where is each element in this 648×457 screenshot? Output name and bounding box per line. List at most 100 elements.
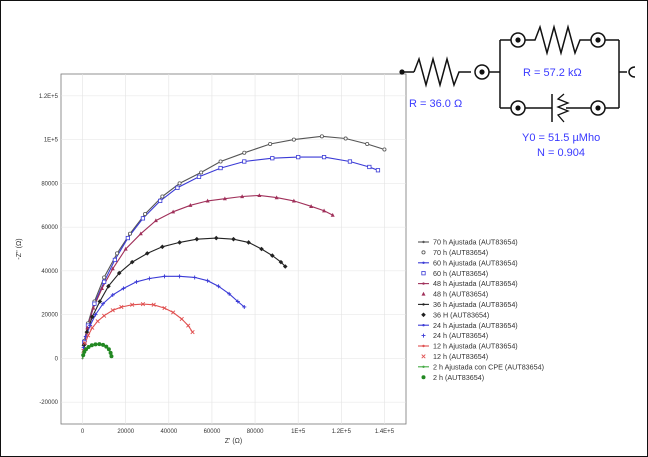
legend: 70 h Ajustada (AUT83654)70 h (AUT83654)6… — [418, 238, 544, 382]
equivalent-circuit: R = 36.0 Ω R = 57.2 kΩ Y0 = 51.5 µMho N … — [399, 24, 636, 159]
data-point — [143, 211, 148, 216]
data-point — [106, 283, 111, 289]
data-point — [147, 276, 152, 281]
data-point — [110, 266, 115, 271]
x-tick-label: 1E+5 — [291, 429, 306, 435]
circuit-node-dot — [515, 105, 521, 111]
legend-entry: 12 h (AUT83654) — [421, 352, 488, 361]
data-point — [134, 279, 139, 284]
data-point — [365, 141, 370, 146]
legend-entry: 24 h (AUT83654) — [421, 331, 488, 340]
data-point — [196, 174, 202, 179]
data-point — [218, 165, 223, 171]
y-axis-label: -Z'' (Ω) — [16, 238, 23, 259]
data-point — [125, 235, 130, 241]
data-point — [84, 329, 90, 335]
cpe-n-label: N = 0.904 — [537, 147, 585, 159]
data-point — [102, 275, 107, 280]
data-point — [205, 198, 210, 203]
legend-marker-swatch — [422, 324, 425, 327]
legend-entry: 12 h Ajustada (AUT83654) — [418, 342, 518, 351]
x-axis-label: Z' (Ω) — [225, 438, 242, 445]
data-point — [242, 304, 247, 309]
data-point — [188, 203, 193, 207]
data-point — [375, 168, 381, 173]
circuit-node-dot — [515, 37, 521, 43]
data-point — [112, 257, 118, 263]
data-point — [186, 323, 191, 328]
data-point — [421, 250, 426, 255]
legend-entry: 36 H (AUT83654) — [421, 310, 489, 319]
x-tick-label: 20000 — [117, 429, 134, 435]
data-point — [160, 194, 165, 199]
data-point — [367, 164, 372, 170]
legend-entry: 48 h Ajustada (AUT83654) — [418, 279, 518, 288]
legend-label: 36 H (AUT83654) — [433, 310, 489, 319]
data-point — [319, 134, 324, 139]
data-point — [81, 353, 86, 358]
data-point — [81, 342, 87, 348]
data-point — [222, 196, 227, 201]
data-point — [86, 333, 91, 338]
data-point — [192, 275, 197, 280]
data-point — [97, 299, 103, 304]
data-point — [382, 147, 387, 152]
data-point — [128, 231, 133, 236]
data-point — [246, 240, 251, 245]
data-point — [270, 156, 275, 161]
data-point — [421, 354, 426, 359]
data-point — [101, 342, 106, 347]
data-point — [175, 185, 180, 190]
series-resistance-label: R = 36.0 Ω — [409, 98, 462, 110]
legend-marker-swatch — [422, 282, 425, 285]
y-tick-label: -20000 — [39, 400, 58, 406]
data-point — [83, 340, 88, 346]
cpe-element-icon — [556, 93, 570, 123]
legend-entry: 2 h Ajustada con CPE (AUT83654) — [418, 362, 544, 371]
y-tick-label: 20000 — [41, 313, 58, 319]
data-point — [421, 271, 426, 276]
legend-label: 70 h Ajustada (AUT83654) — [433, 238, 518, 247]
x-tick-label: 40000 — [160, 429, 177, 435]
data-point — [259, 246, 264, 252]
legend-entry: 60 h Ajustada (AUT83654) — [418, 258, 518, 267]
data-point — [177, 181, 182, 186]
data-point — [115, 251, 120, 256]
data-point — [95, 319, 100, 324]
legend-marker-swatch — [422, 365, 425, 368]
data-point — [99, 286, 104, 290]
data-point — [257, 193, 262, 198]
plot-frame — [60, 73, 407, 425]
data-point — [205, 278, 210, 283]
data-point — [177, 274, 182, 279]
data-point — [90, 325, 95, 330]
data-point — [102, 279, 107, 284]
data-point — [242, 159, 247, 164]
fit-point — [81, 357, 84, 360]
circuit-node-dot — [595, 37, 601, 43]
data-point — [129, 259, 135, 265]
y-tick-label: 60000 — [41, 225, 58, 231]
data-point — [138, 231, 143, 236]
legend-entry: 60 h (AUT83654) — [421, 269, 488, 278]
y-tick-label: 80000 — [41, 181, 58, 187]
circuit-output-terminal — [628, 66, 636, 78]
data-point — [278, 259, 284, 265]
data-point — [144, 251, 150, 256]
y-tick-label: 1.2E+5 — [39, 94, 59, 100]
data-point — [110, 292, 115, 297]
data-point — [121, 286, 126, 291]
legend-label: 48 h Ajustada (AUT83654) — [433, 279, 518, 288]
data-point — [321, 155, 327, 160]
parallel-resistance-label: R = 57.2 kΩ — [523, 67, 582, 79]
data-point — [421, 375, 426, 380]
legend-label: 70 h (AUT83654) — [433, 248, 488, 257]
data-point — [93, 312, 98, 317]
data-point — [130, 302, 135, 307]
nyquist-plot: 0 20000 40000 60000 80000 1E+5 1.2E+5 1.4E+5 -20… — [16, 73, 407, 445]
data-point — [88, 323, 93, 328]
series-resistor-icon — [413, 56, 471, 88]
data-point — [86, 345, 91, 349]
